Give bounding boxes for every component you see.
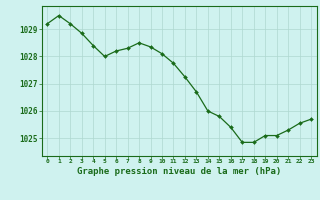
X-axis label: Graphe pression niveau de la mer (hPa): Graphe pression niveau de la mer (hPa) <box>77 167 281 176</box>
